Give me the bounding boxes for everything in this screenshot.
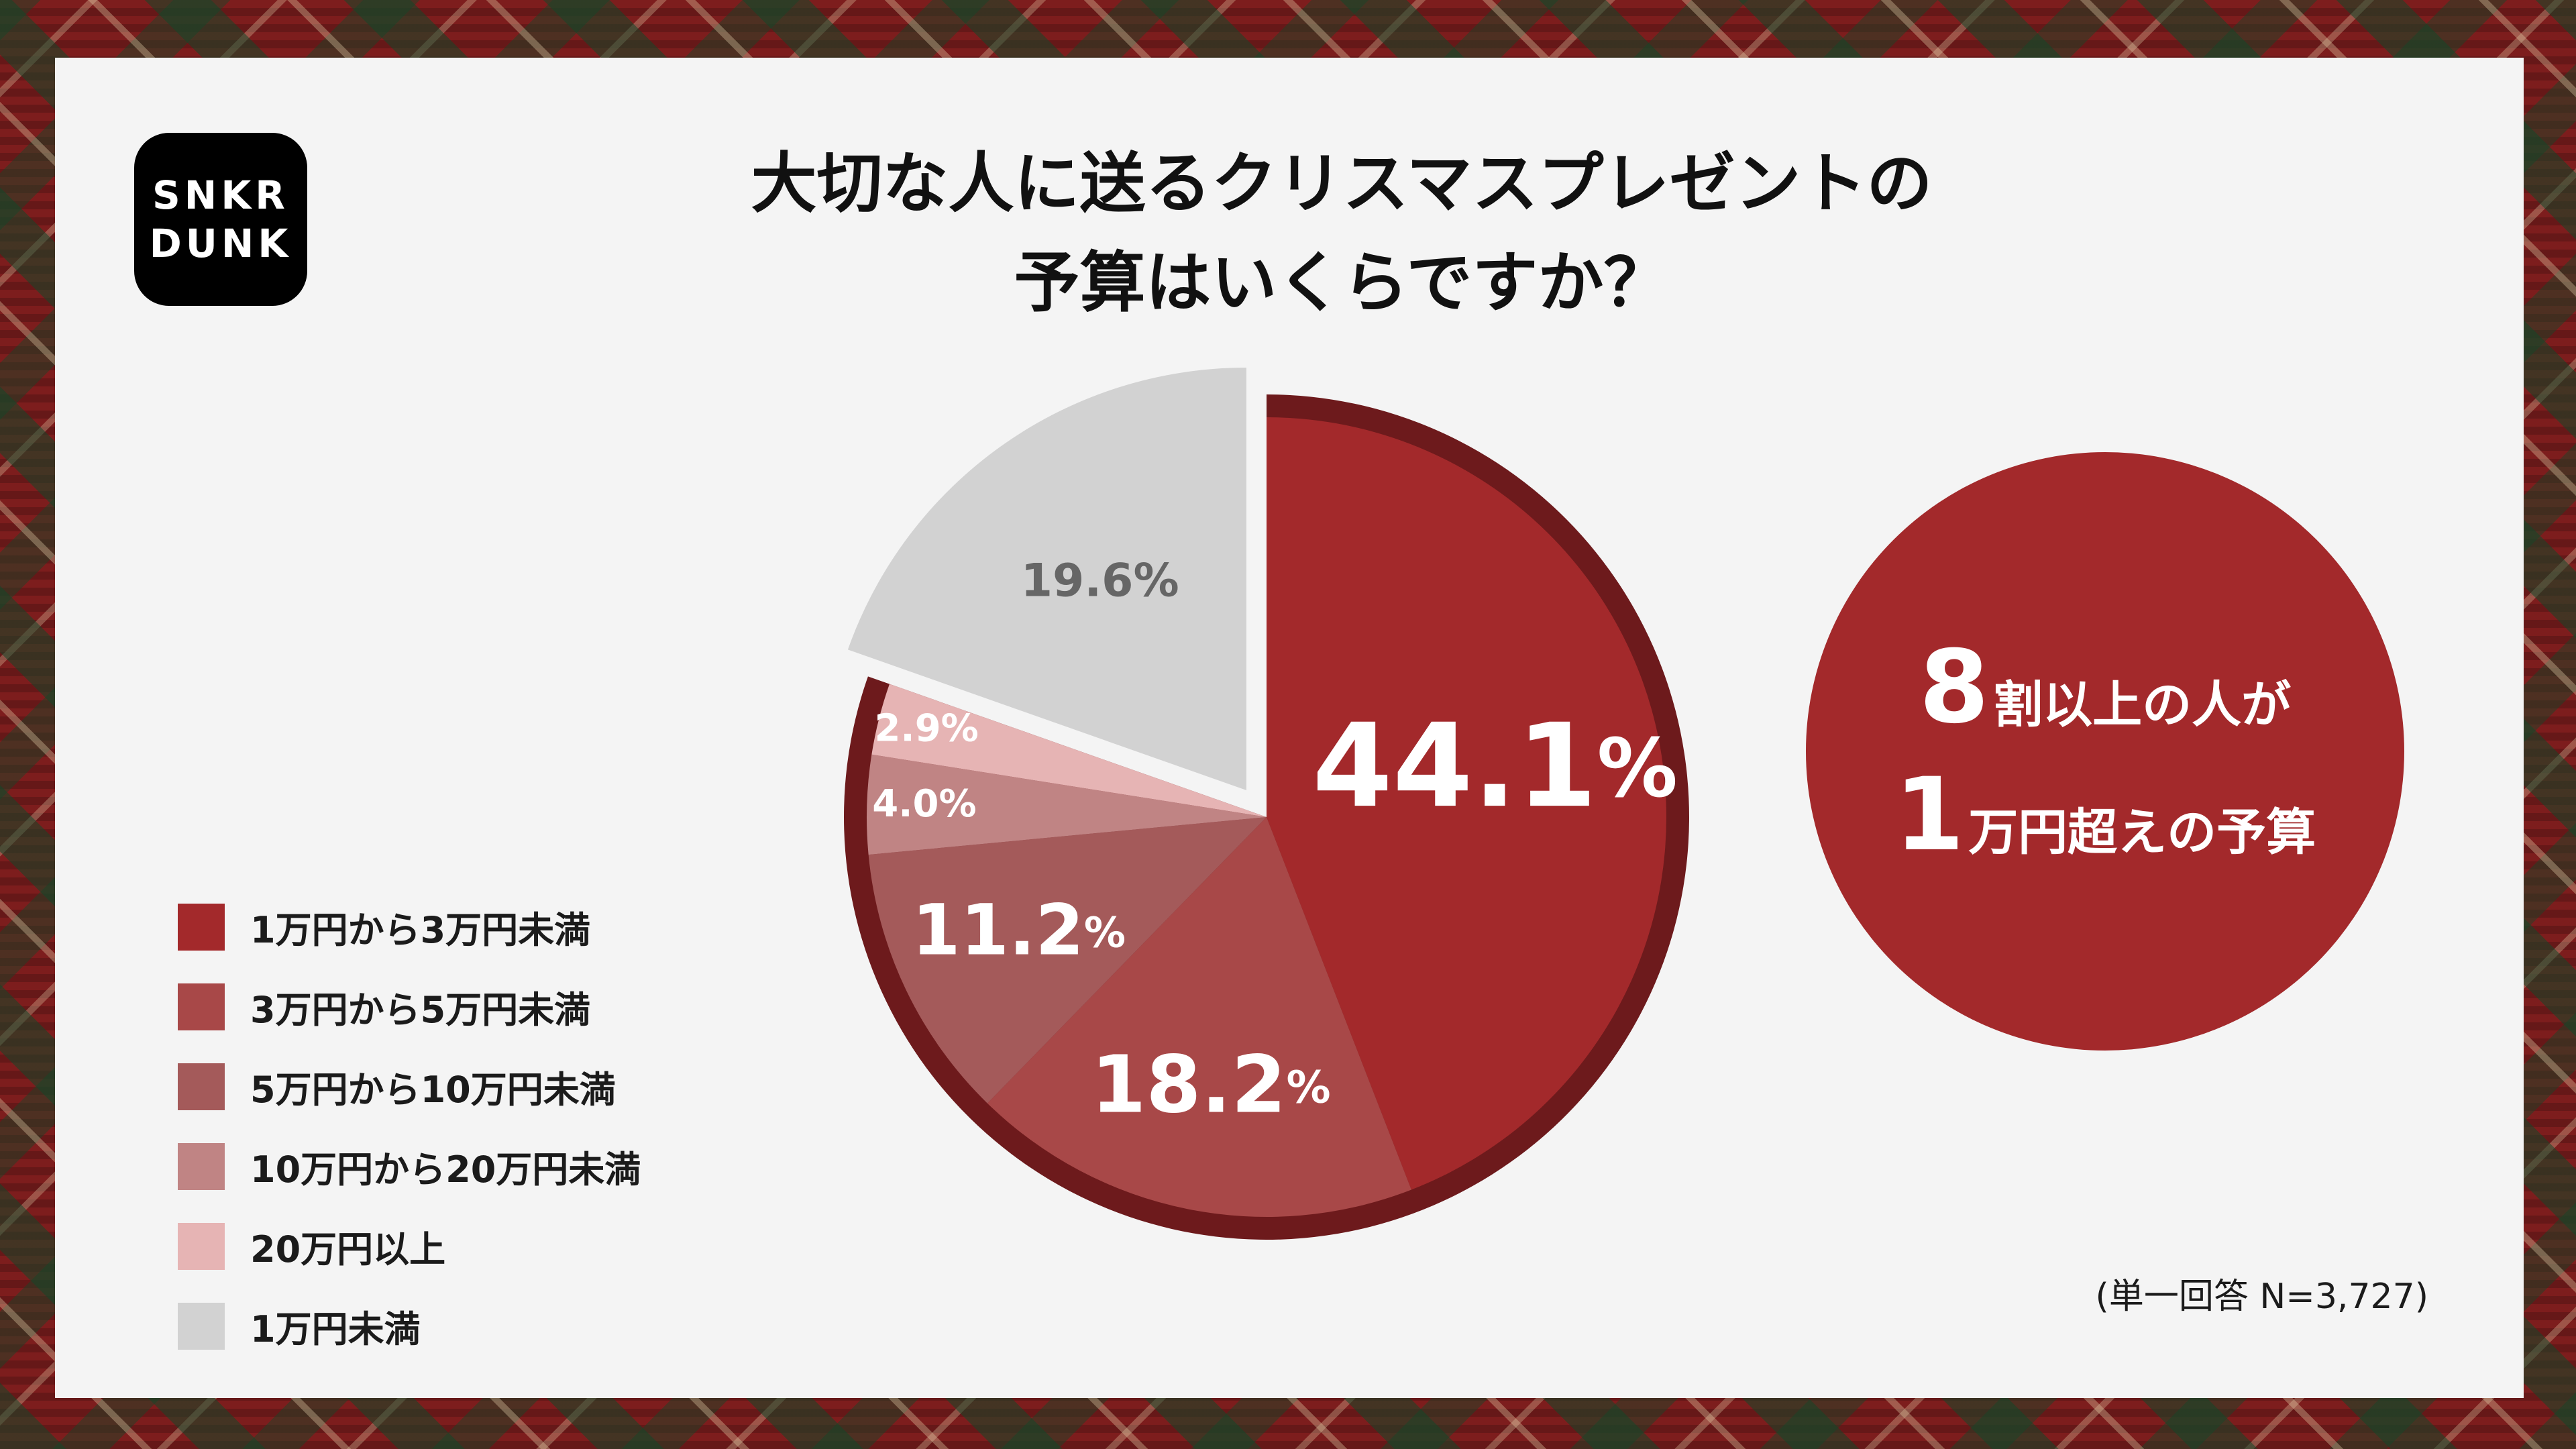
callout-text-2: 万円超えの予算 bbox=[1968, 804, 2316, 861]
legend-swatch bbox=[178, 1142, 225, 1190]
legend-swatch bbox=[178, 983, 225, 1030]
pie-data-label-value-6: 19.6 bbox=[1021, 554, 1134, 607]
pie-data-label-value-3: 11.2 bbox=[912, 890, 1084, 971]
pie-data-label-unit-4: % bbox=[938, 782, 976, 826]
brand-logo-line1: SNKR bbox=[152, 172, 289, 218]
legend-label: 1万円未満 bbox=[250, 1308, 421, 1350]
title-line1: 大切な人に送るクリスマスプレゼントの bbox=[751, 146, 1933, 222]
pie-data-label-5: 2.9% bbox=[874, 707, 978, 751]
legend-item: 10万円から20万円未満 bbox=[178, 1126, 641, 1206]
legend-swatch bbox=[178, 1302, 225, 1350]
legend-item: 1万円から3万円未満 bbox=[178, 887, 641, 967]
pie-data-label-unit-6: % bbox=[1133, 554, 1179, 607]
legend-swatch bbox=[178, 903, 225, 951]
callout-line-2: 1 万円超えの予算 bbox=[1894, 751, 2316, 879]
pie-data-label-6: 19.6% bbox=[1021, 554, 1179, 607]
pie-data-label-3: 11.2% bbox=[912, 890, 1126, 971]
pie-data-label-1: 44.1% bbox=[1312, 698, 1678, 833]
pie-slice-5 bbox=[871, 684, 1267, 817]
legend-swatch bbox=[178, 1222, 225, 1270]
callout-line-1: 8 割以上の人が bbox=[1919, 624, 2291, 751]
pie-data-label-4: 4.0% bbox=[872, 782, 976, 826]
pie-data-label-value-1: 44.1 bbox=[1312, 698, 1597, 833]
callout-number-1: 8 bbox=[1919, 629, 1990, 746]
legend-label: 5万円から10万円未満 bbox=[250, 1069, 616, 1111]
pie-slice-6 bbox=[847, 367, 1246, 790]
title-line2: 予算はいくらですか？ bbox=[1014, 245, 1670, 321]
legend-label: 10万円から20万円未満 bbox=[250, 1148, 641, 1191]
legend-item: 1万円未満 bbox=[178, 1286, 641, 1366]
pie-slice-1 bbox=[1267, 417, 1666, 1190]
legend-label: 1万円から3万円未満 bbox=[250, 909, 591, 951]
pie-data-label-unit-2: % bbox=[1286, 1061, 1330, 1113]
pie-data-label-unit-3: % bbox=[1084, 908, 1126, 957]
pie-slice-4 bbox=[867, 754, 1267, 855]
callout-number-2: 1 bbox=[1894, 757, 1965, 873]
summary-callout: 8 割以上の人が 1 万円超えの予算 bbox=[1806, 452, 2404, 1051]
pie-data-label-value-4: 4.0 bbox=[872, 782, 938, 826]
pie-slice-3 bbox=[868, 817, 1267, 1104]
pie-data-label-value-5: 2.9 bbox=[874, 707, 941, 751]
pie-data-label-value-2: 18.2 bbox=[1091, 1038, 1286, 1131]
legend-swatch bbox=[178, 1063, 225, 1110]
brand-logo-line2: DUNK bbox=[149, 221, 292, 266]
page-title: 大切な人に送るクリスマスプレゼントの 予算はいくらですか？ bbox=[470, 134, 2214, 333]
pie-data-label-unit-5: % bbox=[941, 707, 979, 751]
legend-item: 20万円以上 bbox=[178, 1206, 641, 1286]
pie-slice-2 bbox=[987, 817, 1411, 1218]
legend-item: 5万円から10万円未満 bbox=[178, 1046, 641, 1126]
legend-label: 20万円以上 bbox=[250, 1228, 446, 1271]
legend-label: 3万円から5万円未満 bbox=[250, 989, 591, 1031]
chart-legend: 1万円から3万円未満 3万円から5万円未満 5万円から10万円未満 10万円から20万… bbox=[178, 887, 641, 1366]
legend-item: 3万円から5万円未満 bbox=[178, 967, 641, 1046]
pie-data-label-unit-1: % bbox=[1597, 722, 1678, 816]
sample-note: (単一回答 N=3,727) bbox=[2095, 1277, 2428, 1317]
pie-data-label-2: 18.2% bbox=[1091, 1038, 1330, 1131]
callout-text-1: 割以上の人が bbox=[1993, 676, 2292, 734]
brand-logo: SNKR DUNK bbox=[134, 133, 307, 306]
